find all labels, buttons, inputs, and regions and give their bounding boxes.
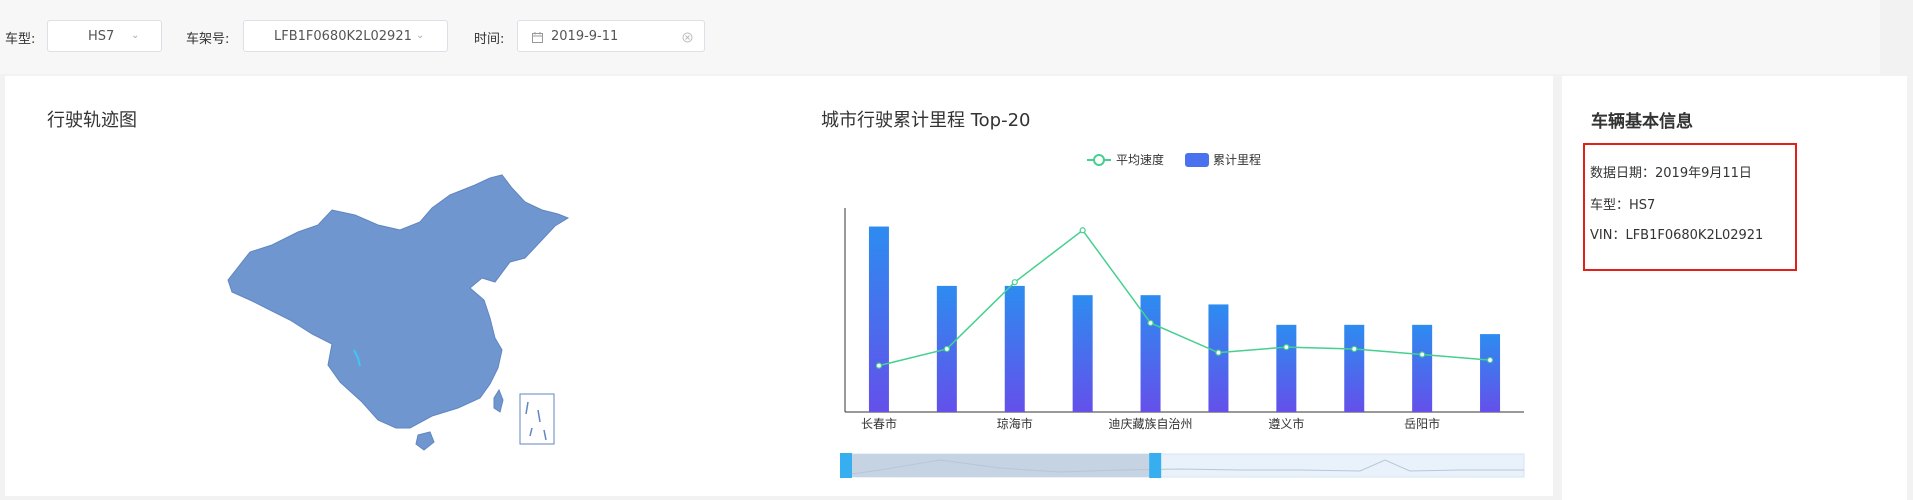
map-title: 行驶轨迹图 xyxy=(47,110,137,131)
car-type-label: 车型: xyxy=(5,32,36,47)
mileage-bar[interactable] xyxy=(1004,285,1025,412)
speed-point[interactable] xyxy=(1283,343,1290,351)
date-label: 时间: xyxy=(474,32,505,47)
calendar-icon xyxy=(532,32,543,43)
info-data-date: 数据日期：2019年9月11日 xyxy=(1590,166,1752,181)
vin-select[interactable]: LFB1F0680K2L02921 ⌄ xyxy=(243,20,448,52)
mileage-bar[interactable] xyxy=(1208,304,1229,412)
vehicle-info-title: 车辆基本信息 xyxy=(1591,112,1693,132)
x-tick-label: 迪庆藏族自治州 xyxy=(1109,417,1193,431)
speed-point[interactable] xyxy=(1215,349,1222,356)
mileage-bar[interactable] xyxy=(1072,295,1093,412)
mileage-bar[interactable] xyxy=(1480,334,1501,412)
speed-point[interactable] xyxy=(1419,351,1426,358)
vehicle-info-highlight xyxy=(1583,143,1797,271)
info-car-type: 车型：HS7 xyxy=(1590,198,1656,213)
clear-icon[interactable] xyxy=(682,32,693,43)
speed-point[interactable] xyxy=(1486,356,1494,364)
china-map[interactable] xyxy=(220,170,580,460)
zoom-handle-left[interactable] xyxy=(840,453,852,478)
vehicle-info-card xyxy=(1562,76,1907,500)
speed-point[interactable] xyxy=(1079,227,1086,234)
car-type-select[interactable]: HS7 ⌄ xyxy=(47,20,162,52)
speed-point[interactable] xyxy=(1011,279,1018,286)
legend-line-marker xyxy=(1093,154,1105,166)
chevron-down-icon: ⌄ xyxy=(131,30,140,41)
data-zoom-slider[interactable] xyxy=(840,453,1525,478)
vin-value: LFB1F0680K2L02921 xyxy=(274,29,412,44)
speed-point[interactable] xyxy=(875,362,883,369)
china-map-outline[interactable] xyxy=(227,174,570,429)
mileage-bar[interactable] xyxy=(868,226,889,412)
chart-title: 城市行驶累计里程 Top-20 xyxy=(821,110,1031,131)
zoom-handle-right[interactable] xyxy=(1149,453,1162,478)
legend-bar-swatch xyxy=(1185,153,1209,167)
legend-label-speed[interactable]: 平均速度 xyxy=(1116,152,1164,167)
car-type-value: HS7 xyxy=(88,29,115,44)
speed-point[interactable] xyxy=(1147,319,1154,327)
south-china-sea-inset xyxy=(519,393,555,445)
date-picker[interactable]: 2019-9-11 xyxy=(517,20,705,52)
zoom-preview-line xyxy=(844,459,1524,476)
mileage-bar[interactable] xyxy=(1276,324,1297,412)
chevron-down-icon: ⌄ xyxy=(416,30,425,41)
speed-series-line xyxy=(878,229,1491,367)
taiwan-island[interactable] xyxy=(493,388,504,413)
date-value: 2019-9-11 xyxy=(551,29,619,44)
trajectory-icon xyxy=(353,349,361,367)
speed-point[interactable] xyxy=(1351,345,1358,353)
vin-label: 车架号: xyxy=(186,32,230,47)
zoom-selected-range[interactable] xyxy=(841,454,1156,477)
x-tick-label: 长春市 xyxy=(861,416,897,431)
hainan-island[interactable] xyxy=(415,431,435,451)
x-tick-label: 琼海市 xyxy=(997,416,1033,431)
chart-legend: 平均速度 累计里程 xyxy=(1087,152,1261,167)
mileage-bar[interactable] xyxy=(1412,324,1433,412)
mileage-bar[interactable] xyxy=(1344,324,1365,412)
legend-label-mileage[interactable]: 累计里程 xyxy=(1213,152,1261,167)
x-tick-label: 岳阳市 xyxy=(1404,416,1440,431)
x-tick-label: 遵义市 xyxy=(1268,416,1304,431)
speed-point[interactable] xyxy=(943,345,950,353)
info-vin: VIN：LFB1F0680K2L02921 xyxy=(1590,228,1764,243)
